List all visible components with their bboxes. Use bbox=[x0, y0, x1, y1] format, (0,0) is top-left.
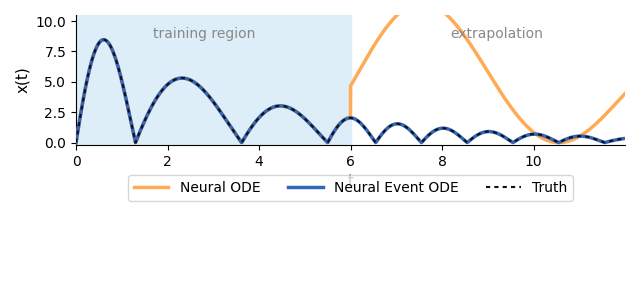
Bar bbox=[76, 15, 351, 145]
X-axis label: t: t bbox=[348, 174, 353, 189]
Legend: Neural ODE, Neural Event ODE, Truth: Neural ODE, Neural Event ODE, Truth bbox=[128, 176, 573, 201]
Text: training region: training region bbox=[153, 27, 255, 41]
Text: extrapolation: extrapolation bbox=[451, 27, 543, 41]
Y-axis label: x(t): x(t) bbox=[15, 67, 30, 93]
